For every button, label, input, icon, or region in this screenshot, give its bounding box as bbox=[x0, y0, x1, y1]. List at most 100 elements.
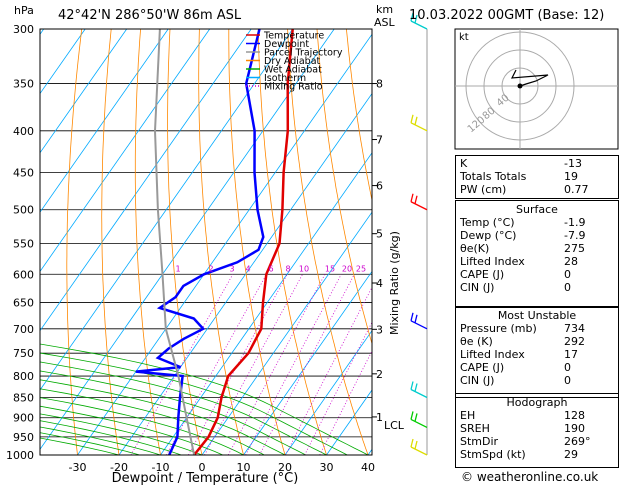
unstable-row: CAPE (J) 0 bbox=[456, 361, 618, 374]
km-tick-label: 3 bbox=[376, 323, 383, 336]
legend-label: Wet Adiabat bbox=[264, 65, 322, 76]
pressure-tick-label: 400 bbox=[13, 125, 34, 138]
pressure-tick-label: 800 bbox=[13, 370, 34, 383]
hodograph-row: SREH 190 bbox=[456, 422, 618, 435]
row-value: 0 bbox=[564, 268, 571, 281]
row-label: StmDir bbox=[460, 435, 499, 448]
surface-row: Dewp (°C) -7.9 bbox=[456, 229, 618, 242]
dry-adiabat bbox=[316, 29, 372, 346]
pressure-tick-label: 1000 bbox=[6, 449, 34, 462]
row-value: 190 bbox=[564, 422, 585, 435]
row-value: 292 bbox=[564, 335, 585, 348]
index-row-pw: PW (cm) 0.77 bbox=[456, 183, 618, 196]
wet-adiabat bbox=[40, 397, 244, 455]
surface-row: Lifted Index 28 bbox=[456, 255, 618, 268]
dry-adiabat bbox=[287, 29, 369, 455]
row-label: Lifted Index bbox=[460, 348, 525, 361]
surface-row: Temp (°C) -1.9 bbox=[456, 216, 618, 229]
mixing-ratio-line bbox=[188, 274, 288, 455]
profile-dewpoint bbox=[135, 29, 265, 455]
wind-barb bbox=[410, 312, 428, 330]
mixing-ratio-line bbox=[319, 350, 372, 455]
x-axis-title: Dewpoint / Temperature (°C) bbox=[112, 471, 299, 486]
wind-barb bbox=[410, 411, 428, 428]
isotherm bbox=[40, 29, 335, 450]
surface-title: Surface bbox=[516, 203, 558, 216]
row-label: Dewp (°C) bbox=[460, 229, 517, 242]
row-value: 269° bbox=[564, 435, 591, 448]
hodograph-row: StmDir 269° bbox=[456, 435, 618, 448]
isotherm bbox=[40, 29, 211, 273]
row-value: 17 bbox=[564, 348, 578, 361]
row-label: CAPE (J) bbox=[460, 361, 505, 374]
mixing-ratio-label: 3 bbox=[229, 264, 234, 273]
km-tick-label: 5 bbox=[376, 228, 383, 241]
plot-frame bbox=[39, 28, 373, 456]
unstable-row: CIN (J) 0 bbox=[456, 374, 618, 387]
mixing-ratio-label: 1 bbox=[175, 264, 180, 273]
pressure-tick-label: 550 bbox=[13, 237, 34, 250]
unstable-row: Pressure (mb) 734 bbox=[456, 322, 618, 335]
hodograph-row: EH 128 bbox=[456, 409, 618, 422]
index-row-tt: Totals Totals 19 bbox=[456, 170, 618, 183]
profile-parcel-trajectory bbox=[153, 29, 196, 455]
dry-adiabat bbox=[101, 29, 120, 455]
unstable-row: Lifted Index 17 bbox=[456, 348, 618, 361]
index-value: 19 bbox=[564, 170, 578, 183]
temperature-tick-label: 30 bbox=[320, 461, 334, 474]
isotherm bbox=[243, 270, 372, 455]
pressure-tick-label: 600 bbox=[13, 268, 34, 281]
km-tick-label: 8 bbox=[376, 78, 383, 91]
legend-label: Mixing Ratio bbox=[264, 82, 323, 93]
index-row-k: K -13 bbox=[456, 157, 618, 170]
legend-label: Temperature bbox=[263, 31, 324, 42]
index-label: PW (cm) bbox=[460, 183, 507, 196]
location-header: 42°42'N 286°50'W 86m ASL bbox=[58, 8, 242, 23]
hodograph-kt-label: kt bbox=[459, 32, 469, 43]
mixing-ratio-line bbox=[245, 274, 342, 455]
surface-row: θe(K) 275 bbox=[456, 242, 618, 255]
isotherm bbox=[40, 29, 169, 213]
pressure-tick-label: 700 bbox=[13, 323, 34, 336]
row-label: SREH bbox=[460, 422, 490, 435]
km-axis-title-line1: km bbox=[376, 3, 393, 16]
row-label: CIN (J) bbox=[460, 374, 495, 387]
row-label: θe (K) bbox=[460, 335, 493, 348]
lcl-label: LCL bbox=[384, 419, 405, 432]
mixing-ratio-label: 15 bbox=[325, 264, 335, 273]
temperature-tick-label: -20 bbox=[110, 461, 128, 474]
mixing-ratio-line bbox=[259, 274, 355, 455]
pressure-tick-label: 500 bbox=[13, 204, 34, 217]
datetime-header: 10.03.2022 00GMT (Base: 12) bbox=[409, 8, 605, 23]
km-tick-label: 7 bbox=[376, 134, 383, 147]
indices-box: K -13 Totals Totals 19 PW (cm) 0.77 bbox=[455, 155, 619, 199]
row-label: CAPE (J) bbox=[460, 268, 505, 281]
temperature-tick-label: 20 bbox=[278, 461, 292, 474]
pressure-tick-label: 300 bbox=[13, 23, 34, 36]
isotherm bbox=[40, 29, 128, 154]
dry-adiabat bbox=[134, 29, 161, 455]
hodograph-title: Hodograph bbox=[506, 396, 568, 409]
pressure-tick-label: 450 bbox=[13, 166, 34, 179]
mixing-ratio-label: 20 bbox=[342, 264, 352, 273]
legend-label: Parcel Trajectory bbox=[264, 48, 343, 59]
row-value: -7.9 bbox=[564, 229, 586, 242]
km-tick-label: 6 bbox=[376, 180, 383, 193]
dry-adiabat bbox=[346, 29, 372, 203]
mixing-ratio-label: 2 bbox=[208, 264, 213, 273]
wet-adiabat bbox=[40, 352, 348, 455]
wet-adiabat bbox=[40, 405, 223, 455]
row-value: 128 bbox=[564, 409, 585, 422]
isotherm bbox=[77, 33, 372, 455]
row-value: 28 bbox=[564, 255, 578, 268]
hodograph: kt 120 80 40 bbox=[454, 28, 619, 150]
row-value: 0 bbox=[564, 361, 571, 374]
isotherm bbox=[201, 211, 372, 455]
wind-barb bbox=[410, 381, 428, 399]
mixing-ratio-line bbox=[304, 321, 372, 455]
mixing-ratio-label: 25 bbox=[356, 264, 366, 273]
wind-barb bbox=[410, 12, 428, 30]
profile-temperature bbox=[193, 29, 294, 455]
dry-adiabat bbox=[167, 29, 203, 455]
most-unstable-box: Most Unstable Pressure (mb) 734 θe (K) 292… bbox=[455, 306, 619, 398]
